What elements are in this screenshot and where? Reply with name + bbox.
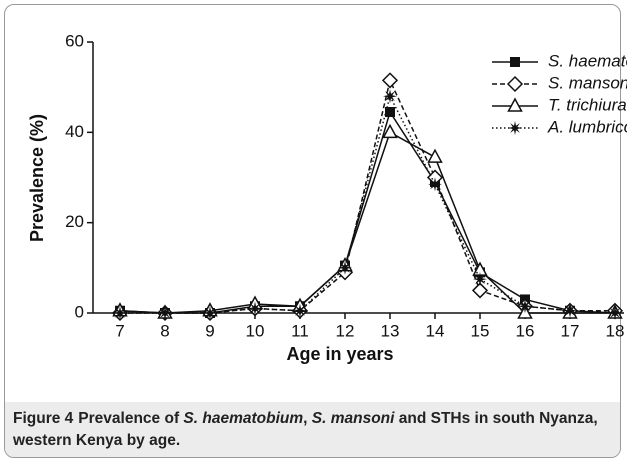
x-tick-label: 7	[115, 321, 124, 340]
legend-marker	[507, 97, 523, 112]
x-tick-label: 11	[291, 321, 309, 340]
caption-segment: ,	[303, 410, 312, 427]
legend-label: T. trichiura	[548, 95, 627, 114]
series-line	[119, 131, 615, 314]
x-tick-label: 10	[246, 321, 265, 340]
data-point	[471, 282, 489, 299]
legend-label: S. mansoni	[548, 73, 627, 92]
data-point	[248, 301, 262, 316]
data-point	[382, 123, 398, 139]
caption-segment: and STHs in south Nyanza, western Kenya …	[13, 410, 598, 449]
data-point	[518, 299, 532, 314]
x-tick-label: 15	[471, 321, 490, 340]
figure-frame: Figure 4 Prevalence of S. haematobium, S.…	[4, 4, 621, 458]
x-tick-label: 16	[516, 321, 535, 340]
x-tick-label: 18	[606, 321, 625, 340]
caption-segment: Prevalence of	[78, 410, 184, 427]
data-point	[427, 148, 443, 163]
y-axis-title: Prevalence (%)	[27, 114, 47, 242]
chart: Age in years Prevalence (%) 0 20 40 60 7 8 9 10…	[27, 31, 627, 364]
y-tick-label: 20	[65, 212, 84, 231]
x-tick-label: 12	[336, 321, 355, 340]
data-point	[338, 260, 352, 275]
data-point	[381, 72, 399, 89]
y-tick-label: 40	[65, 122, 84, 141]
data-point	[113, 306, 127, 320]
data-point	[473, 272, 487, 287]
series-line	[119, 110, 616, 314]
x-tick-label: 13	[381, 321, 400, 340]
x-tick-label: 17	[561, 321, 580, 340]
caption-segment: S. haematobium	[183, 410, 304, 427]
y-tick-label: 0	[75, 302, 84, 321]
caption: Figure 4 Prevalence of S. haematobium, S.…	[5, 402, 620, 457]
y-tick-label: 60	[65, 31, 84, 50]
data-point	[293, 303, 307, 318]
data-point	[158, 306, 172, 320]
caption-text: Prevalence of S. haematobium, S. mansoni…	[13, 410, 598, 449]
x-axis-title: Age in years	[286, 344, 393, 364]
legend-marker	[506, 75, 524, 93]
data-point	[608, 306, 622, 320]
caption-segment: S. mansoni	[311, 410, 395, 427]
legend-label: S. haematobium	[548, 51, 627, 70]
x-tick-label: 9	[205, 321, 214, 340]
data-point	[428, 177, 442, 192]
legend-marker	[508, 121, 522, 135]
data-point	[385, 107, 395, 118]
data-point	[383, 89, 397, 104]
data-point	[563, 303, 577, 318]
x-tick-label: 8	[160, 321, 169, 340]
legend-marker	[510, 57, 520, 67]
x-tick-label: 14	[426, 321, 445, 340]
series-line	[120, 94, 616, 314]
legend-label: A. lumbricoides	[547, 117, 627, 136]
caption-label: Figure 4	[13, 410, 74, 427]
data-point	[203, 306, 217, 320]
